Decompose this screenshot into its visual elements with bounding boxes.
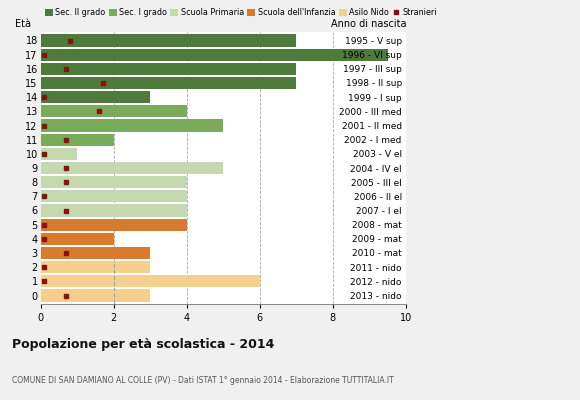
Text: Popolazione per età scolastica - 2014: Popolazione per età scolastica - 2014 [12, 338, 274, 351]
Legend: Sec. II grado, Sec. I grado, Scuola Primaria, Scuola dell'Infanzia, Asilo Nido, : Sec. II grado, Sec. I grado, Scuola Prim… [45, 8, 437, 17]
Bar [41, 204, 187, 216]
Text: Età: Età [15, 19, 31, 29]
Bar [41, 49, 387, 61]
Bar [41, 162, 223, 174]
Text: Anno di nascita: Anno di nascita [331, 19, 407, 29]
Bar [41, 290, 150, 302]
Bar [41, 120, 223, 132]
Bar [41, 219, 187, 231]
Bar [41, 190, 187, 202]
Bar [41, 134, 114, 146]
Bar [41, 63, 296, 75]
Bar [41, 34, 296, 46]
Bar [41, 148, 77, 160]
Text: COMUNE DI SAN DAMIANO AL COLLE (PV) - Dati ISTAT 1° gennaio 2014 - Elaborazione : COMUNE DI SAN DAMIANO AL COLLE (PV) - Da… [12, 376, 393, 385]
Bar [41, 77, 296, 89]
Bar [41, 275, 260, 287]
Bar [41, 233, 114, 245]
Bar [41, 176, 187, 188]
Bar [41, 91, 150, 103]
Bar [41, 261, 150, 273]
Bar [41, 105, 187, 117]
Bar [41, 247, 150, 259]
